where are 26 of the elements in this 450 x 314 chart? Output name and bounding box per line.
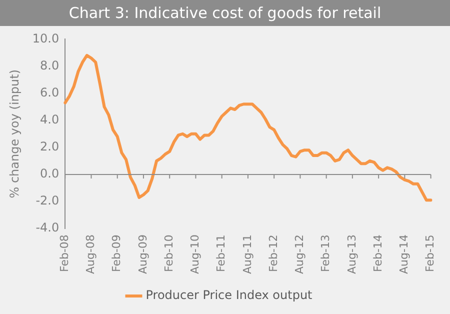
x-tick-label: Feb-09 xyxy=(110,234,124,272)
y-tick-label: 2.0 xyxy=(40,140,60,154)
x-tick-label: Aug-14 xyxy=(398,234,411,274)
x-tick-label: Aug-09 xyxy=(136,234,150,274)
y-tick-label: -4.0 xyxy=(36,220,60,235)
chart-title: Chart 3: Indicative cost of goods for retail xyxy=(0,0,450,26)
y-tick-label: -2.0 xyxy=(36,194,60,208)
legend-label: Producer Price Index output xyxy=(146,288,313,302)
x-tick-label: Aug-12 xyxy=(293,234,306,274)
y-tick-label: 0.0 xyxy=(40,166,60,181)
y-axis-title: % change yoy (input) xyxy=(7,69,22,198)
x-tick-label: Feb-15 xyxy=(424,234,437,272)
y-tick-label: 6.0 xyxy=(40,85,60,100)
y-tick-label: 10.0 xyxy=(32,31,60,46)
x-tick-label: Feb-08 xyxy=(58,234,71,272)
x-tick-label: Aug-13 xyxy=(345,234,358,274)
y-tick-label: 8.0 xyxy=(40,58,60,72)
x-tick-label: Feb-12 xyxy=(266,234,280,272)
x-tick-label: Feb-14 xyxy=(371,234,384,272)
x-tick-label: Feb-10 xyxy=(162,234,176,272)
x-tick-label: Aug-10 xyxy=(188,234,202,274)
x-tick-label: Feb-11 xyxy=(214,234,228,272)
x-tick-label: Aug-11 xyxy=(240,234,254,274)
x-tick-label: Feb-13 xyxy=(319,234,332,272)
y-tick-label: 4.0 xyxy=(40,112,60,126)
x-tick-label: Aug-08 xyxy=(84,234,98,274)
